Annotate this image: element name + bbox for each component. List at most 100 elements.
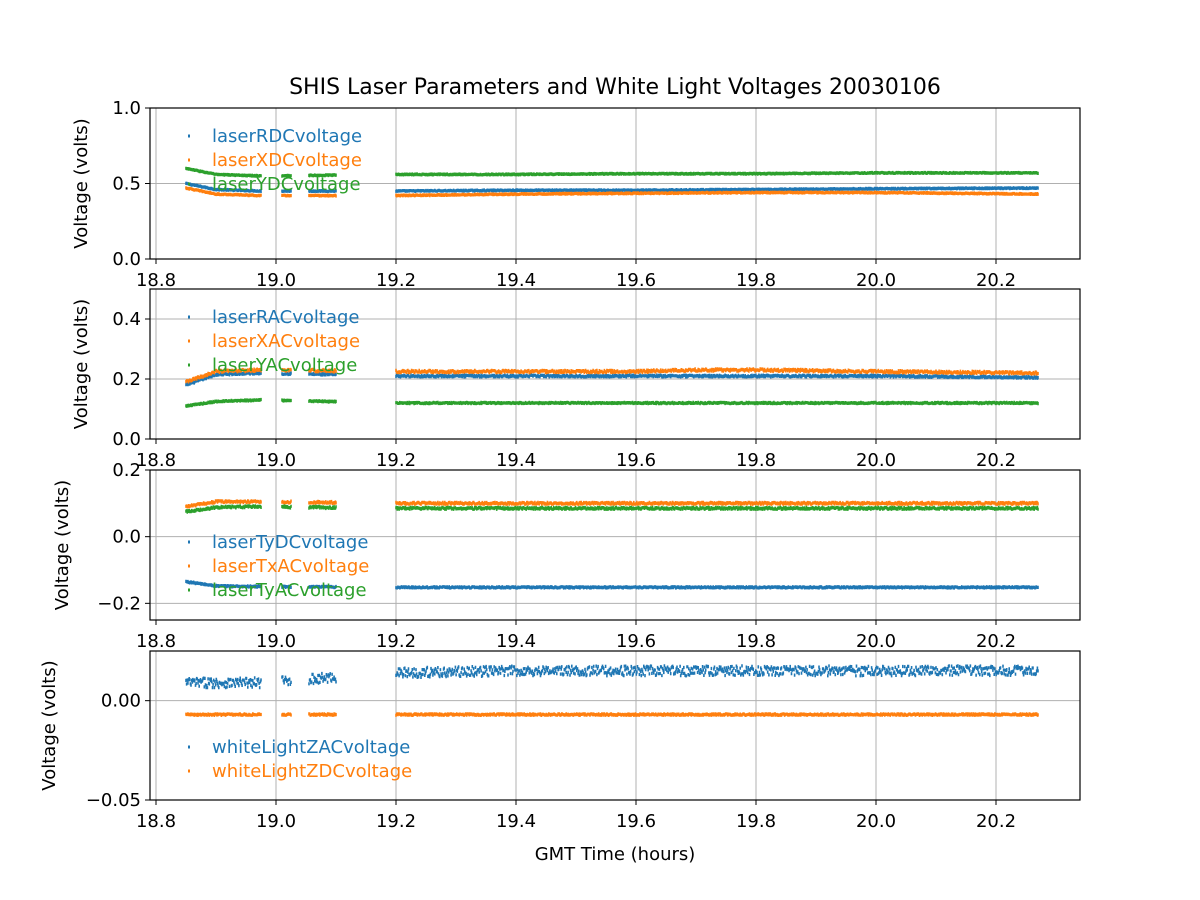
x-tick-label: 19.2 [376,450,416,471]
x-tick-label: 19.4 [496,450,536,471]
x-tick-label: 19.8 [736,811,776,832]
y-tick-label: 0.4 [112,309,141,330]
series-trace [185,664,1039,690]
series-trace [185,504,1039,514]
x-tick-label: 20.0 [856,631,896,652]
x-tick-label: 20.2 [976,450,1016,471]
y-axis-label: Voltage (volts) [71,118,92,248]
x-tick-label: 19.2 [376,631,416,652]
series-trace [185,166,1039,178]
x-tick-label: 19.0 [256,450,296,471]
x-tick-label: 19.6 [616,631,656,652]
legend: laserTyDCvoltage laserTxACvoltage laserTyA… [188,532,369,601]
y-tick-label: 1.0 [112,98,141,119]
legend: whiteLightZACvoltage whiteLightZDCvoltage [188,737,412,782]
x-tick-label: 18.8 [136,631,176,652]
x-tick-label: 19.6 [616,450,656,471]
legend-label: laserTyACvoltage [212,580,367,601]
axes-frame [149,469,1081,621]
legend-label: laserRDCvoltage [212,126,362,147]
x-axis-label: GMT Time (hours) [535,844,696,865]
x-tick-label: 18.8 [136,811,176,832]
x-tick-label: 18.8 [136,270,176,291]
series-trace [185,397,1039,408]
y-tick-label: 0.2 [112,460,141,481]
x-tick-label: 19.0 [256,811,296,832]
x-tick-label: 19.0 [256,270,296,291]
x-tick-label: 20.0 [856,270,896,291]
data-series [185,664,1039,690]
y-axis-label: Voltage (volts) [71,299,92,429]
x-tick-label: 19.6 [616,811,656,832]
x-tick-label: 19.8 [736,631,776,652]
series-trace [185,499,1039,509]
x-tick-label: 19.8 [736,270,776,291]
legend-marker [188,745,190,749]
legend-label: laserYACvoltage [212,355,357,376]
x-tick-label: 19.0 [256,631,296,652]
legend-label: laserRACvoltage [212,307,359,328]
x-tick-label: 19.2 [376,270,416,291]
x-tick-label: 19.4 [496,270,536,291]
legend-marker [188,182,190,186]
legend-marker [188,315,190,319]
legend-label: laserTyDCvoltage [212,532,368,553]
panel-3: 18.8 19.0 19.2 19.4 19.6 19.8 20.0 20.2 −0.2 0.0 0… [52,460,1081,652]
legend-marker [188,564,190,568]
panel-2: 18.8 19.0 19.2 19.4 19.6 19.8 20.0 20.2 0.0 0.2 0.… [71,288,1081,471]
panels: 18.8 19.0 19.2 19.4 19.6 19.8 20.0 20.2 0.0 0.5 1.… [39,98,1081,832]
x-tick-label: 19.8 [736,450,776,471]
data-series [185,579,1039,590]
y-axis-label: Voltage (volts) [52,480,73,610]
data-series [185,499,1039,509]
legend-marker [188,339,190,343]
x-tick-label: 20.2 [976,811,1016,832]
y-tick-label: 0.5 [112,174,141,195]
x-tick-label: 20.0 [856,811,896,832]
data-series [185,504,1039,514]
data-series [185,712,1039,717]
axes-frame [149,288,1081,440]
y-tick-label: −0.05 [86,790,141,811]
legend-marker [188,363,190,367]
axes-frame [149,650,1081,801]
chart-title: SHIS Laser Parameters and White Light Vo… [289,75,941,100]
data-series [185,370,1039,387]
legend-marker [188,158,190,162]
y-tick-label: 0.0 [112,249,141,270]
x-tick-label: 20.0 [856,450,896,471]
series-trace [185,367,1039,384]
legend-marker [188,769,190,773]
series-trace [185,186,1039,198]
legend: laserRACvoltage laserXACvoltage laserYACvo… [188,307,360,376]
data-series [185,186,1039,198]
panel-4: 18.8 19.0 19.2 19.4 19.6 19.8 20.0 20.2 −0.05 0.0… [39,650,1081,832]
legend-label: laserXACvoltage [212,331,360,352]
legend-label: laserYDCvoltage [212,174,361,195]
legend-marker [188,540,190,544]
y-tick-label: 0.0 [112,527,141,548]
legend-marker [188,588,190,592]
series-trace [185,712,1039,717]
y-tick-label: 0.00 [101,691,141,712]
x-tick-label: 18.8 [136,450,176,471]
y-tick-label: −0.2 [97,593,141,614]
x-tick-label: 20.2 [976,270,1016,291]
series-trace [185,579,1039,590]
x-tick-label: 19.6 [616,270,656,291]
legend-marker [188,134,190,138]
series-trace [185,370,1039,387]
legend-label: laserTxACvoltage [212,556,369,577]
data-series [185,166,1039,178]
legend-label: whiteLightZDCvoltage [212,761,412,782]
legend: laserRDCvoltage laserXDCvoltage laserYDCvo… [188,126,362,195]
x-tick-label: 19.4 [496,631,536,652]
data-series [185,367,1039,384]
x-tick-label: 20.2 [976,631,1016,652]
data-series [185,397,1039,408]
legend-label: whiteLightZACvoltage [212,737,410,758]
x-tick-label: 19.4 [496,811,536,832]
x-tick-label: 19.2 [376,811,416,832]
